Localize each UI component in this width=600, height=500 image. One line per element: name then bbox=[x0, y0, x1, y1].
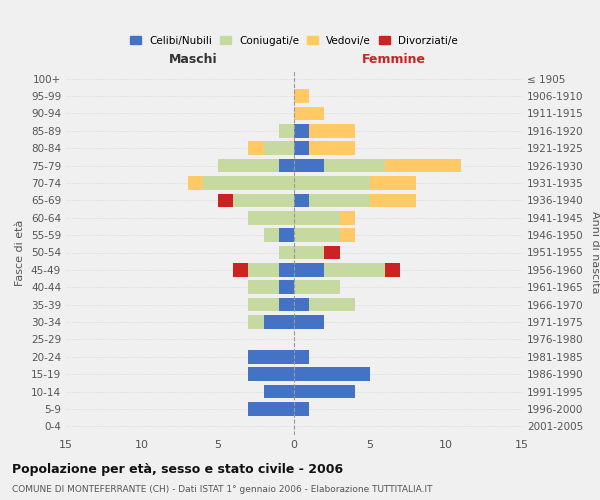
Bar bbox=[340, 228, 355, 242]
Bar bbox=[248, 280, 279, 294]
Bar bbox=[188, 176, 203, 190]
Bar bbox=[294, 142, 309, 155]
Text: Popolazione per età, sesso e stato civile - 2006: Popolazione per età, sesso e stato civil… bbox=[12, 462, 343, 475]
Bar bbox=[279, 263, 294, 276]
Bar bbox=[248, 402, 294, 415]
Bar bbox=[248, 368, 294, 381]
Y-axis label: Anni di nascita: Anni di nascita bbox=[590, 211, 600, 294]
Bar bbox=[294, 263, 325, 276]
Bar bbox=[294, 246, 325, 260]
Bar bbox=[385, 263, 400, 276]
Bar bbox=[279, 159, 294, 172]
Bar bbox=[233, 263, 248, 276]
Bar bbox=[325, 246, 340, 260]
Bar bbox=[385, 159, 461, 172]
Bar bbox=[294, 350, 309, 364]
Bar bbox=[294, 315, 325, 329]
Bar bbox=[294, 298, 309, 312]
Bar bbox=[263, 142, 294, 155]
Y-axis label: Fasce di età: Fasce di età bbox=[16, 220, 25, 286]
Bar bbox=[309, 124, 355, 138]
Bar bbox=[279, 280, 294, 294]
Bar bbox=[309, 298, 355, 312]
Bar bbox=[203, 176, 294, 190]
Bar bbox=[294, 368, 370, 381]
Bar bbox=[279, 228, 294, 242]
Bar bbox=[218, 159, 279, 172]
Bar bbox=[340, 211, 355, 224]
Bar bbox=[309, 142, 355, 155]
Bar bbox=[294, 402, 309, 415]
Bar bbox=[370, 176, 416, 190]
Bar bbox=[294, 176, 370, 190]
Bar bbox=[294, 124, 309, 138]
Bar bbox=[294, 106, 325, 120]
Bar bbox=[248, 298, 279, 312]
Bar bbox=[263, 385, 294, 398]
Text: COMUNE DI MONTEFERRANTE (CH) - Dati ISTAT 1° gennaio 2006 - Elaborazione TUTTITA: COMUNE DI MONTEFERRANTE (CH) - Dati ISTA… bbox=[12, 485, 433, 494]
Legend: Celibi/Nubili, Coniugati/e, Vedovi/e, Divorziati/e: Celibi/Nubili, Coniugati/e, Vedovi/e, Di… bbox=[126, 32, 462, 50]
Bar bbox=[248, 350, 294, 364]
Bar bbox=[248, 211, 294, 224]
Bar bbox=[309, 194, 370, 207]
Text: Femmine: Femmine bbox=[362, 54, 427, 66]
Bar bbox=[294, 228, 340, 242]
Bar bbox=[325, 263, 385, 276]
Bar bbox=[279, 124, 294, 138]
Bar bbox=[294, 211, 340, 224]
Bar bbox=[279, 246, 294, 260]
Text: Maschi: Maschi bbox=[169, 54, 218, 66]
Bar bbox=[248, 263, 279, 276]
Bar bbox=[325, 159, 385, 172]
Bar bbox=[294, 194, 309, 207]
Bar bbox=[233, 194, 294, 207]
Bar bbox=[218, 194, 233, 207]
Bar bbox=[294, 159, 325, 172]
Bar bbox=[248, 315, 263, 329]
Bar bbox=[370, 194, 416, 207]
Bar bbox=[294, 280, 340, 294]
Bar bbox=[248, 142, 263, 155]
Bar bbox=[294, 90, 309, 103]
Bar bbox=[279, 298, 294, 312]
Bar bbox=[294, 385, 355, 398]
Bar bbox=[263, 315, 294, 329]
Bar bbox=[263, 228, 279, 242]
